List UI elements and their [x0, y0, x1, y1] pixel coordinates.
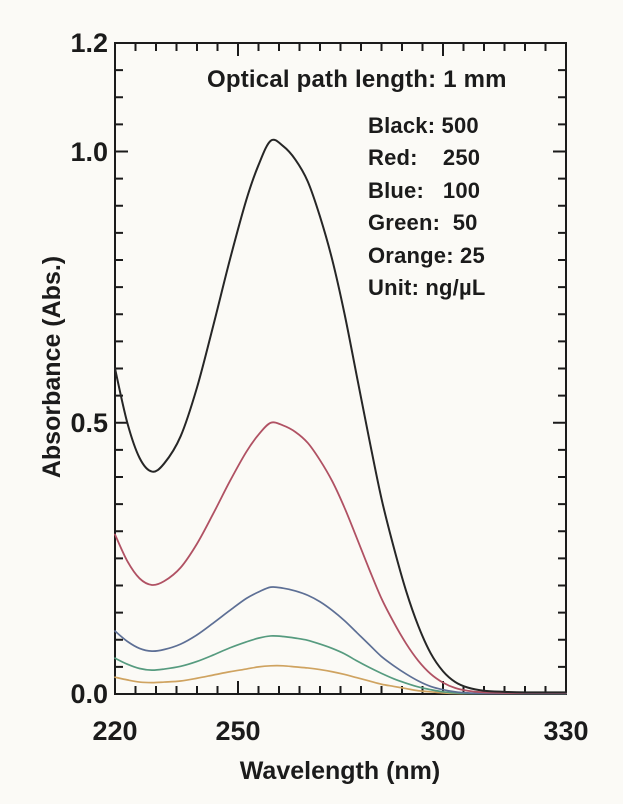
y-tick-label-1.0: 1.0 — [70, 136, 108, 167]
legend-line: Orange: 25 — [368, 242, 485, 268]
x-tick-label-220: 220 — [92, 716, 138, 746]
x-tick-label-330: 330 — [543, 716, 589, 746]
y-tick-label-0.0: 0.0 — [70, 679, 108, 709]
legend-line: Black: 500 — [368, 113, 479, 138]
optical-path-annotation: Optical path length: 1 mm — [207, 66, 507, 93]
legend-line: Red: 250 — [368, 145, 481, 171]
legend: Black: 500 Red: 250 Blue: 100 Green: 50 Oran… — [368, 110, 486, 304]
legend-line: Blue: 100 — [368, 177, 481, 203]
x-tick-label-300: 300 — [420, 716, 466, 746]
legend-line: Unit: ng/µL — [368, 275, 486, 301]
y-axis-title: Absorbance (Abs.) — [38, 255, 66, 479]
y-tick-label-0.5: 0.5 — [70, 407, 108, 438]
x-tick-label-250: 250 — [215, 716, 261, 746]
curve-100ng-uL — [114, 586, 567, 695]
y-tick-label-1.2: 1.2 — [70, 28, 108, 58]
x-axis-title: Wavelength (nm) — [239, 757, 441, 785]
curve-50ng-uL — [114, 635, 567, 695]
curve-500ng-uL — [114, 138, 567, 694]
curve-250ng-uL — [114, 421, 567, 694]
legend-line: Green: 50 — [368, 210, 478, 236]
plot-frame — [114, 42, 567, 695]
